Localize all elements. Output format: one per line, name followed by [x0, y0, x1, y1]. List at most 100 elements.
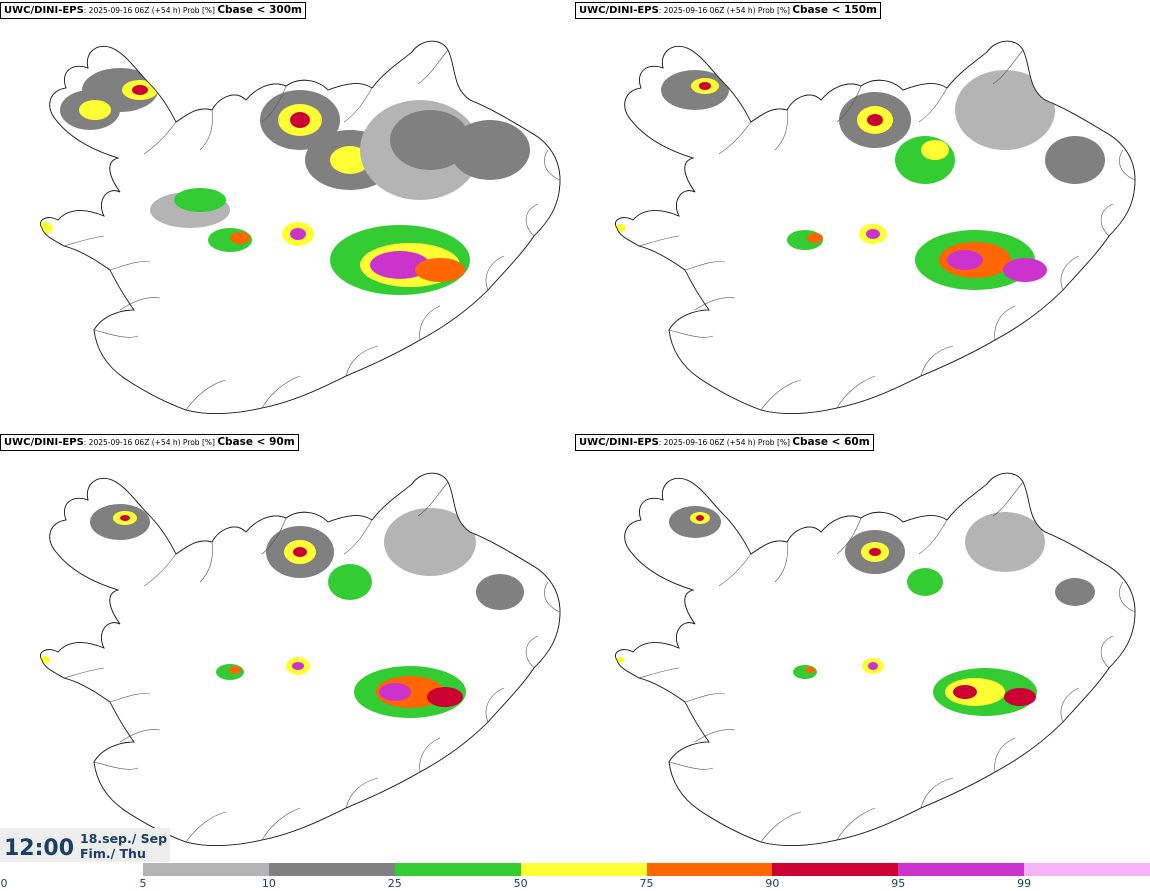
- coast-detail: [836, 807, 876, 841]
- date-line: 18.sep./ Sep: [80, 831, 168, 846]
- coast-detail: [920, 345, 954, 377]
- coast-detail: [119, 297, 161, 311]
- colorbar-segment: [520, 863, 647, 876]
- colorbar-tick-label: 95: [891, 877, 906, 890]
- colorbar-tick-label: 99: [1017, 877, 1032, 890]
- probability-area: [476, 574, 524, 610]
- coast-detail: [836, 517, 862, 555]
- coast-detail: [261, 517, 287, 555]
- probability-area: [292, 662, 304, 670]
- coast-detail: [638, 667, 680, 679]
- coast-detail: [343, 519, 373, 555]
- coast-detail: [93, 329, 139, 338]
- colorbar-segment: [898, 863, 1025, 876]
- coast-detail: [525, 203, 539, 237]
- coast-detail: [1119, 149, 1136, 181]
- coast-detail: [261, 807, 301, 841]
- probability-area: [805, 667, 815, 673]
- probability-area: [947, 250, 983, 270]
- probability-area: [390, 110, 470, 170]
- coast-detail: [918, 87, 948, 123]
- coast-detail: [199, 541, 213, 583]
- coast-detail: [718, 121, 752, 155]
- map-panel-300m: UWC/DINI-EPS: 2025-09-16 06Z (+54 h) Pro…: [0, 0, 575, 430]
- coast-detail: [1100, 635, 1114, 669]
- probability-area: [953, 685, 977, 699]
- map-panel-60m: UWC/DINI-EPS: 2025-09-16 06Z (+54 h) Pro…: [575, 432, 1150, 862]
- coast-detail: [185, 379, 227, 411]
- probability-area: [699, 82, 711, 90]
- panel-title: UWC/DINI-EPS: 2025-09-16 06Z (+54 h) Pro…: [575, 2, 881, 19]
- probability-area: [868, 662, 878, 670]
- probability-area: [450, 120, 530, 180]
- colorbar-segment: [1024, 863, 1150, 876]
- probability-area: [866, 229, 880, 239]
- coast-detail: [185, 811, 227, 843]
- coast-detail: [774, 541, 788, 583]
- probability-area: [615, 657, 625, 663]
- probability-area: [1004, 688, 1036, 706]
- coast-detail: [485, 687, 505, 723]
- coast-detail: [992, 49, 1024, 85]
- colorbar-segment: [646, 863, 773, 876]
- coast-detail: [1119, 581, 1136, 613]
- coast-detail: [345, 777, 379, 809]
- probability-area: [328, 564, 372, 600]
- coast-line: [615, 472, 1136, 847]
- probability-area: [807, 233, 823, 243]
- coast-detail: [109, 693, 151, 703]
- probability-area: [40, 656, 50, 664]
- coast-detail: [994, 737, 1016, 773]
- coast-detail: [419, 737, 441, 773]
- map-panel-150m: UWC/DINI-EPS: 2025-09-16 06Z (+54 h) Pro…: [575, 0, 1150, 430]
- day-line: Fim./ Thu: [80, 846, 146, 861]
- coast-detail: [63, 235, 105, 247]
- coast-detail: [417, 49, 449, 85]
- probability-area: [290, 228, 306, 240]
- probability-area: [965, 512, 1045, 572]
- coast-detail: [1100, 203, 1114, 237]
- colorbar-segment: [394, 863, 521, 876]
- coast-detail: [343, 87, 373, 123]
- probability-area: [40, 222, 53, 234]
- probability-area: [415, 258, 465, 282]
- coast-detail: [992, 481, 1024, 517]
- coast-detail: [345, 345, 379, 377]
- coast-detail: [638, 235, 680, 247]
- probability-area: [230, 232, 250, 244]
- coast-detail: [668, 761, 714, 770]
- probability-area: [132, 85, 148, 95]
- coast-detail: [1060, 255, 1080, 291]
- coast-detail: [261, 85, 287, 123]
- probability-area: [907, 568, 943, 596]
- probability-colorbar: [143, 863, 1150, 876]
- coast-detail: [760, 379, 802, 411]
- coast-detail: [544, 149, 561, 181]
- coast-detail: [544, 581, 561, 613]
- probability-area: [379, 683, 411, 701]
- colorbar-tick-label: 25: [387, 877, 402, 890]
- iceland-map: [40, 40, 561, 415]
- coast-detail: [668, 329, 714, 338]
- colorbar-segment: [143, 863, 269, 876]
- coast-detail: [419, 305, 441, 341]
- probability-area: [427, 687, 463, 707]
- coast-detail: [261, 375, 301, 409]
- panel-title: UWC/DINI-EPS: 2025-09-16 06Z (+54 h) Pro…: [0, 2, 306, 19]
- probability-area: [229, 666, 241, 674]
- coast-detail: [836, 85, 862, 123]
- coast-line: [615, 40, 1136, 415]
- colorbar-segment: [772, 863, 899, 876]
- coast-detail: [694, 729, 736, 743]
- iceland-map: [615, 40, 1136, 415]
- coast-detail: [93, 761, 139, 770]
- probability-area: [120, 515, 130, 521]
- coast-detail: [994, 305, 1016, 341]
- coast-detail: [920, 777, 954, 809]
- coast-line: [40, 40, 561, 415]
- colorbar-segment: [268, 863, 395, 876]
- panel-title: UWC/DINI-EPS: 2025-09-16 06Z (+54 h) Pro…: [575, 434, 874, 451]
- colorbar-tick-label: 90: [765, 877, 780, 890]
- probability-area: [79, 100, 111, 120]
- coast-detail: [718, 553, 752, 587]
